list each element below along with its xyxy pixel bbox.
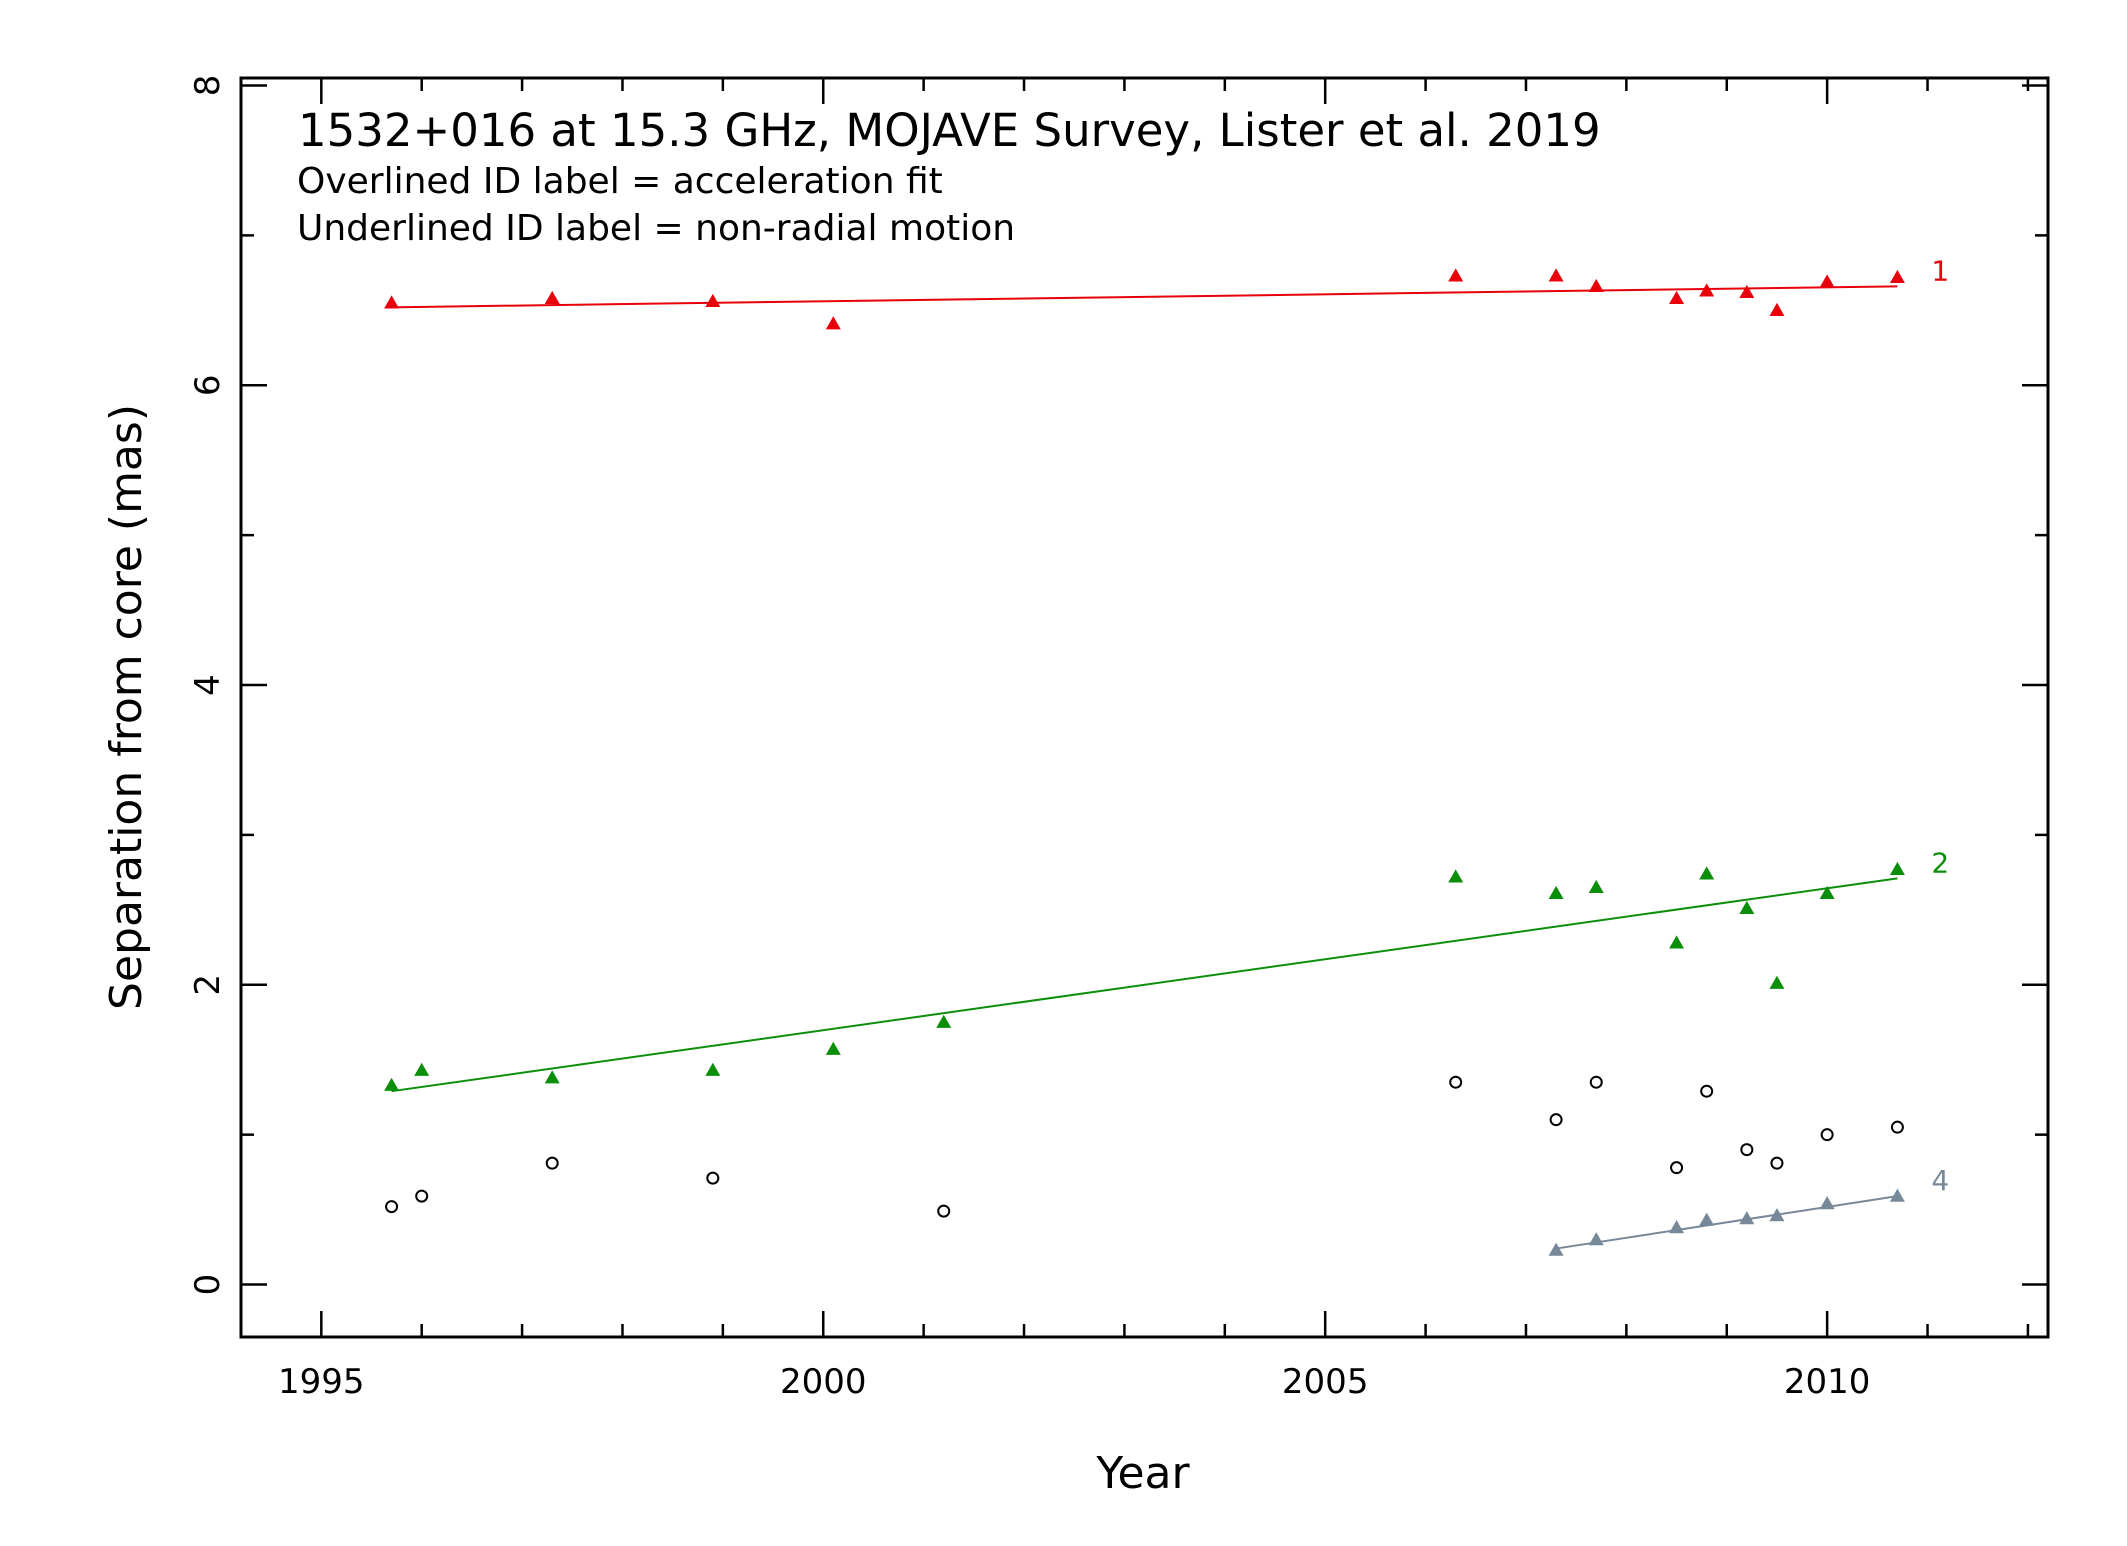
data-point xyxy=(1448,869,1464,883)
x-axis-title: Year xyxy=(1095,1448,1190,1499)
data-point xyxy=(1699,866,1715,880)
data-point xyxy=(1889,861,1905,875)
series-4: 4 xyxy=(1548,1164,1949,1256)
data-point xyxy=(1739,284,1755,298)
data-point xyxy=(1739,900,1755,914)
data-point xyxy=(1700,1084,1714,1098)
x-tick-label: 2010 xyxy=(1784,1362,1871,1402)
data-point xyxy=(544,290,560,304)
chart-title: 1532+016 at 15.3 GHz, MOJAVE Survey, Lis… xyxy=(298,104,1601,157)
data-point xyxy=(1448,268,1464,282)
series-unassociated xyxy=(385,1075,1904,1218)
data-point xyxy=(1740,1143,1754,1157)
data-point xyxy=(544,1070,560,1084)
data-point xyxy=(1819,1196,1835,1210)
y-axis-title: Separation from core (mas) xyxy=(101,404,152,1010)
data-point xyxy=(1819,885,1835,899)
data-point xyxy=(1890,1120,1904,1134)
data-point xyxy=(1699,1212,1715,1226)
data-point xyxy=(1739,1211,1755,1225)
series-1: 1 xyxy=(384,254,1949,330)
fit-line xyxy=(1555,1195,1898,1250)
data-point xyxy=(1769,1208,1785,1222)
data-point xyxy=(1669,1220,1685,1234)
data-point xyxy=(1588,1232,1604,1246)
tick-labels: 1995 2000 2005 2010 0 2 4 6 8 xyxy=(188,75,1870,1402)
data-point xyxy=(415,1189,429,1203)
series-label: 4 xyxy=(1931,1164,1949,1197)
x-tick-label: 2005 xyxy=(1282,1362,1369,1402)
data-point xyxy=(1548,268,1564,282)
data-point xyxy=(1699,283,1715,297)
data-point xyxy=(1669,935,1685,949)
note-non-radial: Underlined ID label = non-radial motion xyxy=(297,208,1015,249)
data-point xyxy=(1669,290,1685,304)
data-point xyxy=(1820,1128,1834,1142)
data-point xyxy=(1549,1113,1563,1127)
data-point xyxy=(1819,274,1835,288)
x-tick-label: 2000 xyxy=(780,1362,867,1402)
data-point xyxy=(1449,1075,1463,1089)
y-tick-label: 0 xyxy=(188,1274,228,1296)
y-tick-label: 6 xyxy=(188,374,228,396)
data-point xyxy=(825,1041,841,1055)
data-point xyxy=(1889,269,1905,283)
series-label: 2 xyxy=(1931,846,1949,879)
series-layer: 1 2 4 xyxy=(384,254,1949,1256)
data-point xyxy=(1670,1161,1684,1175)
data-point xyxy=(1588,278,1604,292)
data-point xyxy=(385,1200,399,1214)
data-point xyxy=(936,1014,952,1028)
x-tick-label: 1995 xyxy=(278,1362,365,1402)
data-point xyxy=(705,293,721,307)
data-point xyxy=(937,1204,951,1218)
data-point xyxy=(384,1077,400,1091)
data-point xyxy=(1889,1188,1905,1202)
data-point xyxy=(1589,1075,1603,1089)
y-tick-label: 2 xyxy=(188,974,228,996)
y-tick-label: 4 xyxy=(188,674,228,696)
y-tick-label: 8 xyxy=(188,75,228,97)
note-acceleration: Overlined ID label = acceleration fit xyxy=(297,161,943,202)
series-2: 2 xyxy=(384,846,1949,1093)
data-point xyxy=(414,1062,430,1076)
plot-frame xyxy=(239,76,2050,1339)
data-point xyxy=(705,1062,721,1076)
data-point xyxy=(1769,975,1785,989)
data-point xyxy=(384,295,400,309)
fit-line xyxy=(391,285,1898,309)
data-point xyxy=(706,1171,720,1185)
series-label: 1 xyxy=(1931,254,1949,287)
data-point xyxy=(1588,879,1604,893)
data-point xyxy=(1548,885,1564,899)
data-point xyxy=(1770,1156,1784,1170)
data-point xyxy=(1769,302,1785,316)
data-point xyxy=(1548,1242,1564,1256)
axis-ticks xyxy=(241,78,2048,1337)
data-point xyxy=(545,1156,559,1170)
data-point xyxy=(825,316,841,330)
fit-line xyxy=(391,877,1898,1093)
